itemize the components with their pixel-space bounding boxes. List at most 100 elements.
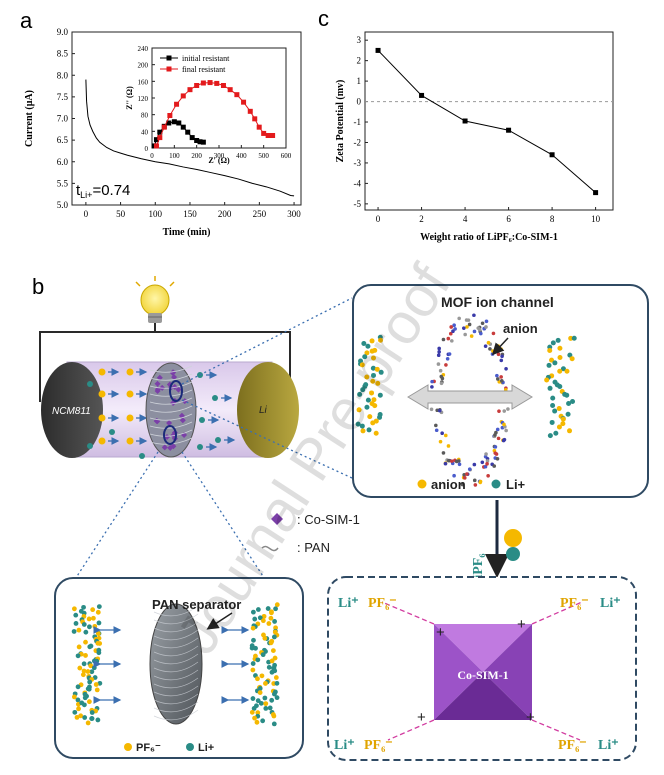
channel-ion	[560, 366, 566, 372]
pan-ion	[81, 622, 87, 627]
anion-dot	[98, 390, 106, 398]
mof-atom	[430, 379, 434, 384]
channel-ion	[552, 408, 558, 414]
pan-ion	[257, 615, 263, 621]
mof-atom	[460, 482, 465, 487]
y-tick-label: -1	[354, 117, 362, 127]
pan-ion	[274, 602, 280, 608]
corner-br-li: Li⁺	[598, 738, 619, 753]
pan-ion	[251, 637, 256, 643]
channel-ion	[568, 335, 574, 341]
data-point	[207, 80, 213, 86]
mof-atom	[496, 436, 501, 441]
channel-ion	[359, 362, 365, 368]
corner-tr-pf6: PF₆⁻	[560, 596, 589, 611]
pan-ion	[260, 718, 266, 724]
corner-bl-pf6: PF₆⁻	[364, 738, 393, 753]
pan-li-legend-label: Li+	[198, 742, 214, 754]
li-legend-dot	[491, 479, 501, 489]
y-tick-label: 1	[357, 76, 362, 86]
channel-ion	[565, 411, 571, 417]
pan-fiber	[149, 429, 193, 437]
pan-ion	[274, 680, 280, 686]
pan-ion	[90, 607, 96, 613]
anion-dot	[126, 414, 134, 422]
mof-atom	[446, 336, 451, 341]
pan-separator-title: PAN separator	[152, 597, 241, 612]
mof-atom	[486, 340, 491, 345]
co-sim-diamond-icon	[271, 513, 283, 525]
pan-ion	[97, 680, 103, 686]
pan-ion	[250, 696, 256, 701]
series-line-0	[377, 50, 596, 193]
pan-ion	[273, 675, 279, 680]
y-tick-label: -4	[354, 178, 362, 188]
legend-label: initial resistant	[182, 54, 230, 63]
pan-ions	[71, 602, 280, 727]
pan-ion	[250, 625, 256, 631]
mof-atom	[500, 354, 504, 359]
mof-atom	[443, 461, 448, 466]
channel-ion	[370, 372, 376, 378]
pan-fiber	[153, 685, 199, 697]
data-point	[220, 83, 226, 88]
pan-ion	[255, 676, 260, 682]
pan-ion	[75, 684, 81, 690]
data-point	[174, 101, 180, 107]
co-sim-particle	[179, 417, 186, 424]
pan-ion	[81, 661, 87, 667]
mof-atom	[436, 353, 441, 358]
mof-ring	[407, 313, 533, 487]
pan-ion	[91, 665, 97, 671]
pan-ion	[95, 717, 101, 723]
data-point	[593, 190, 599, 196]
channel-ion	[547, 347, 553, 353]
mof-atom	[436, 362, 441, 366]
mof-atom	[493, 445, 498, 449]
x-tick-label: 8	[550, 214, 555, 224]
li-dot	[87, 443, 93, 449]
mof-atom	[429, 407, 434, 412]
data-point	[549, 152, 555, 158]
pan-ion	[262, 635, 268, 641]
mof-atom	[449, 459, 454, 463]
li-dot	[212, 395, 218, 401]
mof-atom	[485, 462, 489, 466]
data-point	[270, 133, 276, 138]
inset-chart: 0 100 200 300 400 500 600 0 40 80 120 160 200 240 Z' (…	[125, 45, 292, 165]
pan-ion	[93, 682, 99, 687]
li-legend-label: Li+	[506, 477, 526, 492]
mof-atom	[446, 458, 451, 463]
pan-ion	[82, 695, 88, 701]
mof-atom	[457, 462, 462, 467]
corner-br-pf6: PF₆⁻	[558, 738, 587, 753]
mof-atom	[497, 409, 501, 413]
channel-ion	[369, 390, 375, 396]
pan-ion	[78, 713, 84, 719]
data-point	[419, 92, 425, 98]
channel-ion	[372, 403, 378, 409]
mof-atom	[450, 339, 454, 343]
pan-ion	[81, 668, 87, 674]
mof-atom	[465, 472, 469, 476]
co-sim-particle	[161, 444, 168, 451]
x-tick-label: 100	[149, 209, 163, 219]
zoom-lines	[67, 297, 353, 591]
data-point	[176, 120, 182, 126]
pan-ion	[72, 709, 78, 715]
channel-ion	[357, 391, 363, 397]
mof-atom	[493, 433, 497, 437]
corner-bl-li: Li⁺	[334, 738, 355, 753]
lithium-disc	[237, 362, 299, 458]
pan-ion	[77, 665, 83, 671]
anion-dot	[126, 437, 134, 445]
pan-ion	[87, 679, 93, 685]
channel-ion	[360, 428, 366, 434]
x-tick-label: 300	[287, 209, 301, 219]
anion-dot	[98, 437, 106, 445]
x-tick-label: 0	[150, 152, 154, 160]
mof-atom	[506, 407, 510, 411]
pan-ion	[96, 620, 102, 626]
pan-ion	[268, 615, 274, 621]
